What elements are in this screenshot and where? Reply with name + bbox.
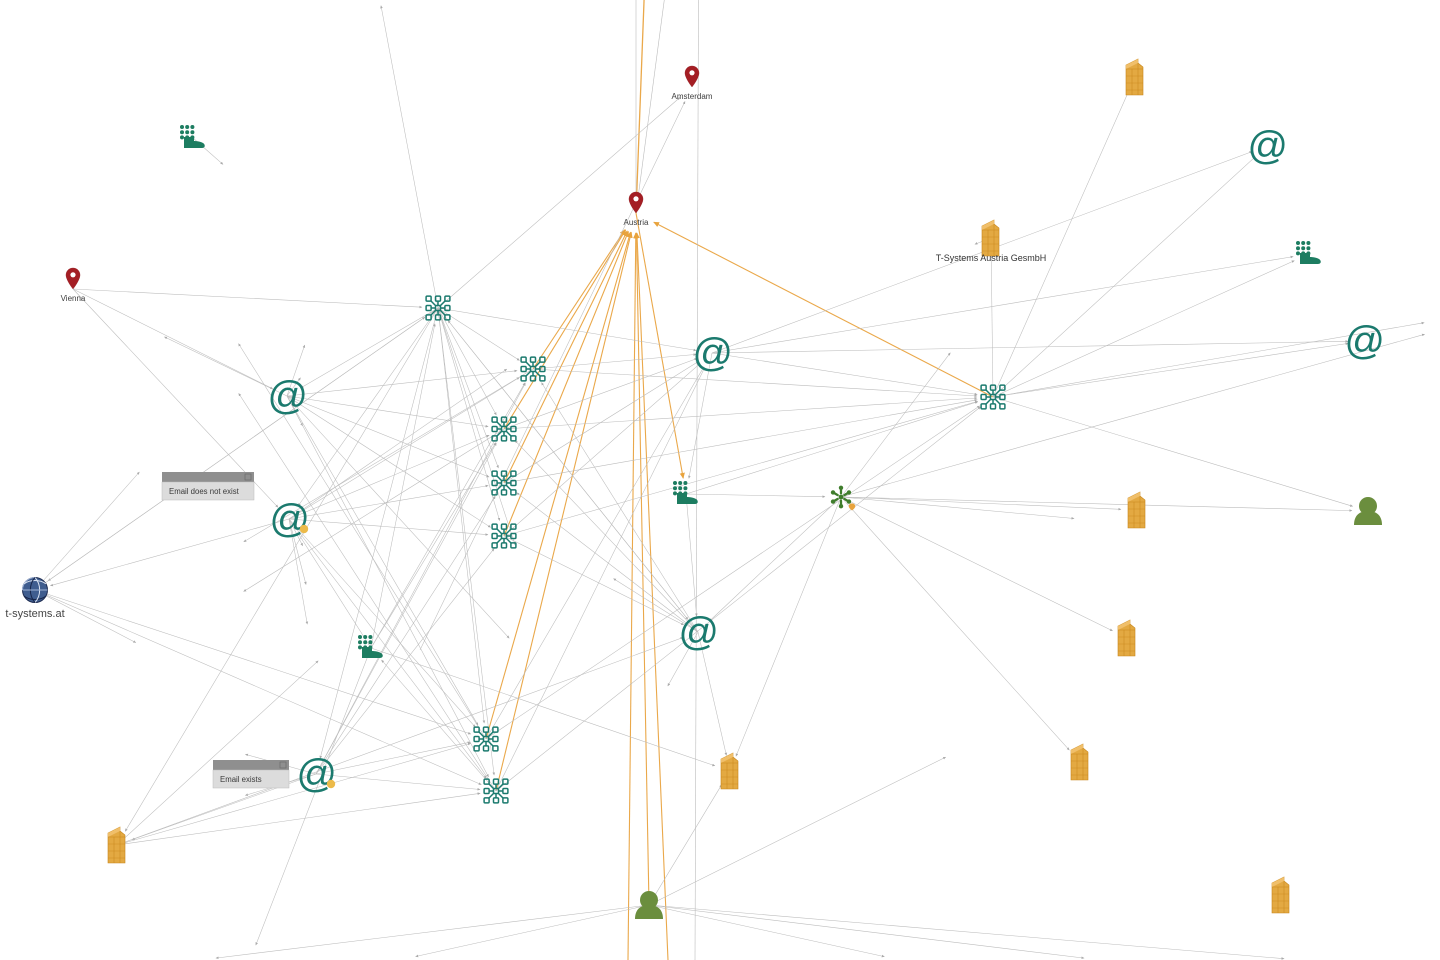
svg-text:Austria: Austria: [624, 218, 649, 227]
svg-text:Email exists: Email exists: [220, 775, 262, 784]
svg-text:@: @: [692, 331, 733, 375]
svg-text:@: @: [1247, 124, 1288, 168]
svg-text:@: @: [1344, 319, 1385, 363]
svg-text:@: @: [296, 752, 337, 796]
svg-text:Email does not exist: Email does not exist: [169, 487, 240, 496]
svg-text:@: @: [269, 497, 310, 541]
svg-text:@: @: [267, 374, 308, 418]
svg-text:t-systems.at: t-systems.at: [5, 608, 64, 620]
svg-text:Amsterdam: Amsterdam: [672, 92, 713, 101]
svg-text:@: @: [678, 610, 719, 654]
svg-text:Vienna: Vienna: [61, 294, 86, 303]
svg-text:T-Systems Austria GesmbH: T-Systems Austria GesmbH: [936, 253, 1047, 263]
